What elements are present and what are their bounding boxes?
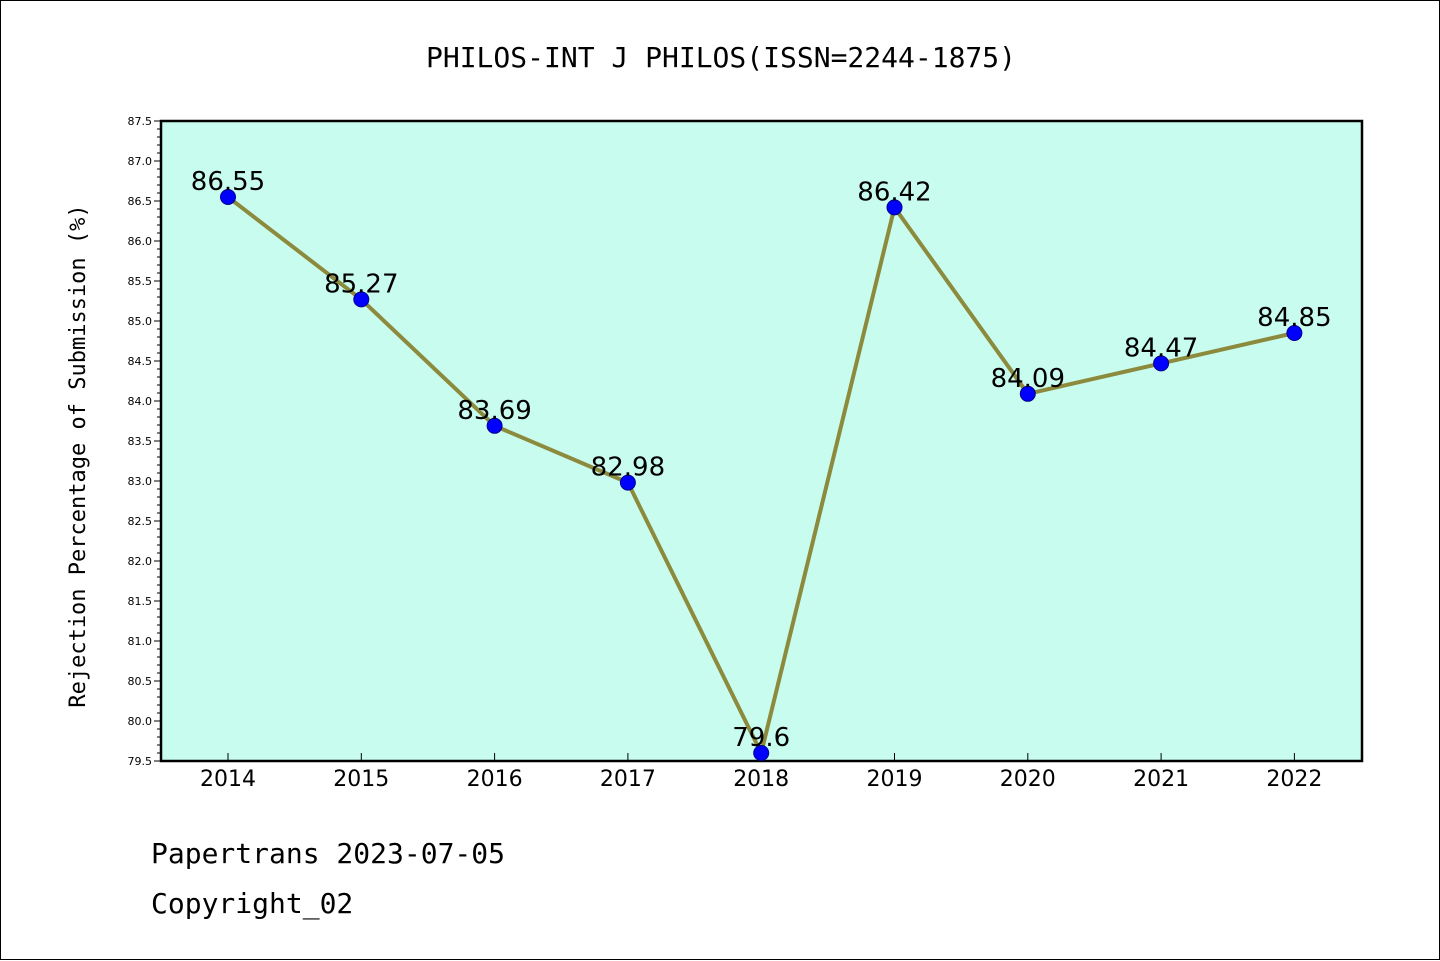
y-tick-label: 81.0 [128, 635, 153, 648]
data-point-marker [1286, 325, 1303, 341]
data-point-label: 83.69 [457, 396, 531, 426]
data-point-marker [619, 474, 636, 491]
data-point-label: 82.98 [591, 453, 665, 483]
data-point-label: 86.55 [191, 167, 265, 197]
x-tick-label: 2014 [200, 767, 256, 792]
data-point-marker [486, 417, 503, 434]
y-tick-label: 79.5 [128, 755, 153, 768]
data-point-marker [1019, 385, 1036, 402]
y-tick-label: 83.5 [128, 435, 153, 448]
data-point-label: 84.85 [1257, 303, 1331, 333]
y-tick-label: 80.5 [128, 675, 153, 688]
data-point-label: 84.47 [1124, 333, 1198, 363]
y-tick-label: 81.5 [128, 595, 153, 608]
data-point-marker [753, 745, 770, 761]
data-point-marker [353, 291, 370, 308]
data-point-label: 84.09 [991, 364, 1065, 394]
y-tick-label: 80.0 [128, 715, 153, 728]
footer-date: Papertrans 2023-07-05 [151, 837, 506, 870]
y-tick-label: 84.0 [128, 395, 153, 408]
x-tick-label: 2021 [1133, 767, 1189, 792]
footer-copyright: Copyright_02 [151, 887, 354, 920]
x-tick-label: 2018 [733, 767, 789, 792]
y-tick-label: 84.5 [128, 355, 153, 368]
chart-title: PHILOS-INT J PHILOS(ISSN=2244-1875) [426, 41, 1016, 74]
x-tick-label: 2015 [333, 767, 389, 792]
y-tick-label: 83.0 [128, 475, 153, 488]
y-tick-label: 87.5 [128, 115, 153, 128]
y-axis-ticks: 79.5 80.0 80.5 81.0 81.5 82.0 82.5 83.0 83.5 84.0… [128, 115, 161, 768]
y-tick-label: 87.0 [128, 155, 153, 168]
data-point-label: 79.6 [732, 723, 790, 753]
x-tick-label: 2019 [867, 767, 923, 792]
y-tick-label: 86.5 [128, 195, 153, 208]
y-tick-label: 85.5 [128, 275, 153, 288]
data-labels: 86.55 85.27 83.69 82.98 79.6 86.42 84.09 84.47 8… [191, 167, 1332, 753]
data-point-marker [220, 189, 236, 205]
data-markers [220, 189, 1303, 761]
x-axis-ticks: 2014 2015 2016 2017 2018 2019 2020 2021 2022 [200, 753, 1322, 792]
data-point-marker [886, 199, 903, 216]
y-tick-label: 85.0 [128, 315, 153, 328]
data-point-marker [1153, 355, 1170, 372]
data-point-label: 85.27 [324, 269, 398, 299]
y-axis-label: Rejection Percentage of Submission (%) [66, 204, 91, 707]
x-tick-label: 2017 [600, 767, 656, 792]
x-tick-label: 2020 [1000, 767, 1056, 792]
data-point-label: 86.42 [857, 177, 931, 207]
y-tick-label: 82.5 [128, 515, 153, 528]
x-tick-label: 2016 [467, 767, 523, 792]
x-tick-label: 2022 [1266, 767, 1322, 792]
plot-area [159, 119, 1364, 763]
y-tick-label: 82.0 [128, 555, 153, 568]
y-tick-label: 86.0 [128, 235, 153, 248]
